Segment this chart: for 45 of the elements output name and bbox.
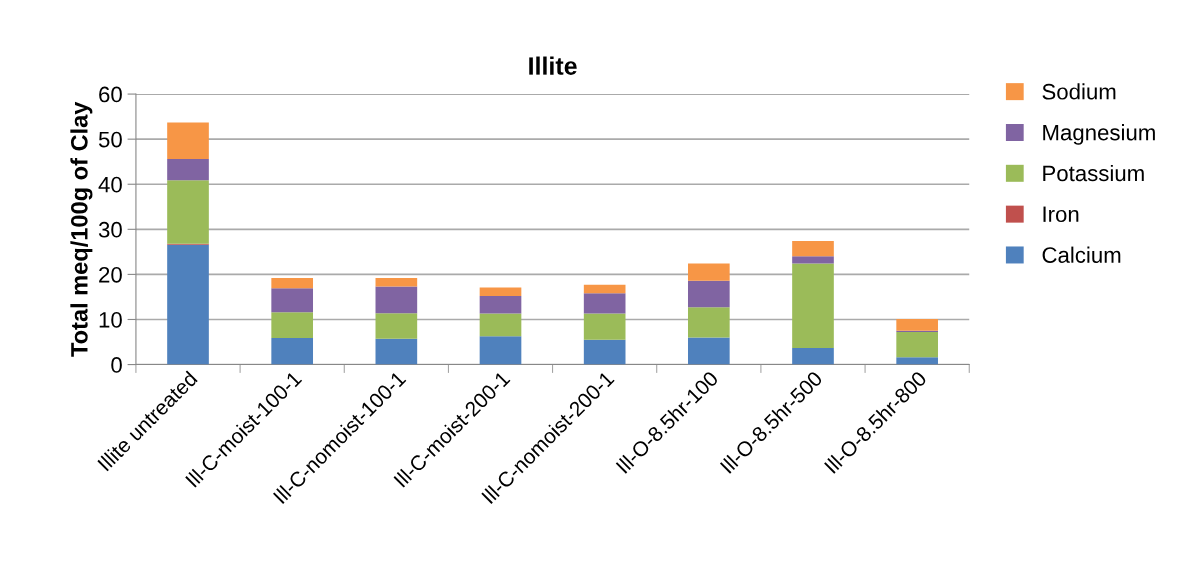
legend-label: Potassium [1043, 164, 1144, 182]
bar [375, 278, 418, 287]
bar [583, 284, 626, 294]
bar [167, 159, 209, 181]
bar [271, 312, 314, 338]
y-tick-label: 60 [99, 86, 122, 103]
bar [375, 286, 418, 314]
bar [896, 332, 938, 358]
bar [688, 307, 730, 338]
bar [375, 313, 418, 339]
bar [167, 244, 209, 365]
y-tick-label: 30 [98, 221, 122, 238]
legend-label: Magnesium [1043, 124, 1155, 145]
legend-label: Sodium [1042, 83, 1116, 100]
legend-label: Iron [1043, 206, 1079, 223]
bar [375, 338, 418, 365]
y-tick-label: 50 [98, 131, 122, 148]
bar [271, 288, 314, 313]
bar [271, 278, 314, 289]
legend-label: Calcium [1042, 246, 1121, 263]
bar [271, 337, 314, 365]
bar [792, 347, 834, 365]
bar [688, 337, 730, 365]
y-tick-label: 40 [98, 176, 122, 193]
bar [583, 339, 626, 365]
bar [479, 313, 522, 337]
bar [479, 296, 522, 314]
bar [792, 256, 834, 264]
bar [167, 122, 209, 159]
y-tick-label: 0 [111, 357, 122, 373]
bar [167, 180, 209, 244]
y-tick-label: 10 [99, 312, 122, 328]
bar [479, 287, 522, 297]
bar [792, 241, 834, 257]
bar [688, 263, 730, 281]
bar [583, 293, 626, 314]
bar [896, 357, 938, 365]
bar [583, 313, 626, 340]
bar [896, 319, 938, 331]
y-axis-title: Total meq/100g of Clay [70, 101, 93, 357]
chart-title: Illite [529, 56, 577, 75]
bar [479, 336, 522, 365]
bar [792, 263, 834, 348]
bar [688, 280, 730, 308]
y-tick-label: 20 [99, 266, 122, 283]
